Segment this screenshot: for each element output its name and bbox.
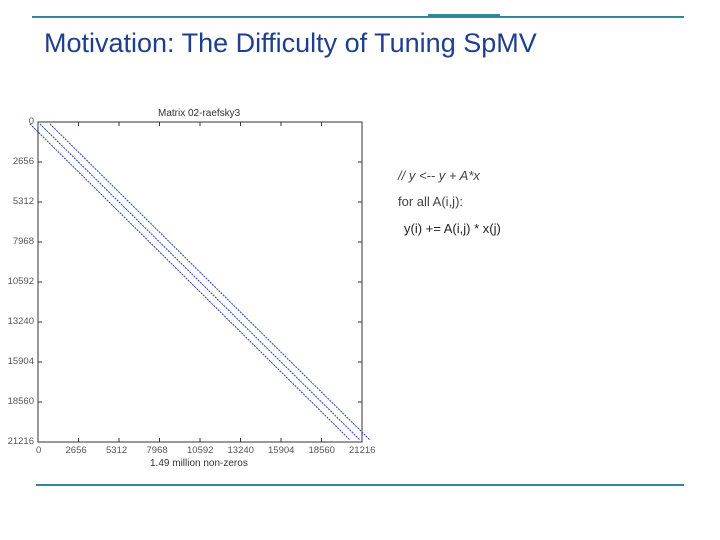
x-tick-label: 7968 xyxy=(146,445,168,456)
y-tick-label: 13240 xyxy=(7,316,34,327)
top-divider-accent xyxy=(428,14,500,18)
x-tick-label: 18560 xyxy=(308,445,335,456)
diagonal-band-line xyxy=(49,123,371,441)
x-tick-label: 21216 xyxy=(349,445,376,456)
x-tick-label: 10592 xyxy=(187,445,214,456)
x-tick-label: 0 xyxy=(36,445,42,456)
plot-title: Matrix 02-raefsky3 xyxy=(158,108,241,119)
slide-title: Motivation: The Difficulty of Tuning SpM… xyxy=(44,28,537,58)
code-body-line: y(i) += A(i,j) * x(j) xyxy=(404,221,501,236)
diagonal-band-line xyxy=(39,123,361,441)
y-tick-label: 7968 xyxy=(12,236,34,247)
y-tick-label: 0 xyxy=(28,116,34,127)
bottom-divider xyxy=(36,484,684,486)
diagonal-bands xyxy=(29,123,371,441)
top-divider xyxy=(32,16,684,18)
y-tick-label: 10592 xyxy=(7,276,34,287)
x-tick-label: 2656 xyxy=(65,445,87,456)
y-tick-label: 5312 xyxy=(12,196,34,207)
plot-tick-marks xyxy=(37,121,363,443)
diagonal-band-line xyxy=(29,123,351,441)
y-tick-label: 2656 xyxy=(12,156,34,167)
plot-xlabel: 1.49 million non-zeros xyxy=(150,458,248,469)
code-comment-line: // y <-- y + A*x xyxy=(398,168,480,183)
y-tick-label: 18560 xyxy=(7,396,34,407)
x-tick-label: 13240 xyxy=(227,445,254,456)
y-tick-label: 21216 xyxy=(7,436,34,447)
x-tick-label: 15904 xyxy=(268,445,295,456)
y-tick-label: 15904 xyxy=(7,356,34,367)
x-tick-label: 5312 xyxy=(106,445,128,456)
code-loop-line: for all A(i,j): xyxy=(398,194,464,209)
